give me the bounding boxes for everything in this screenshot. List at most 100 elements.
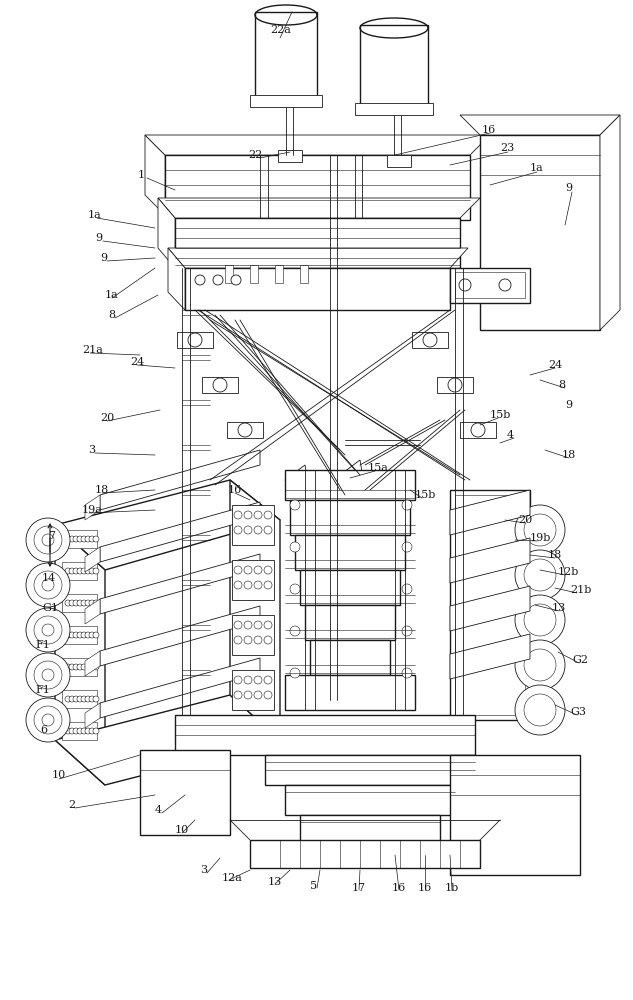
Bar (450, 490, 530, 720)
Polygon shape (55, 695, 280, 785)
Polygon shape (230, 480, 280, 740)
Bar (480, 135, 600, 330)
Text: 18: 18 (548, 550, 562, 560)
Text: 20: 20 (518, 515, 532, 525)
Bar (355, 103, 433, 115)
Circle shape (195, 275, 205, 285)
Circle shape (89, 568, 95, 574)
Circle shape (524, 604, 556, 636)
Bar (455, 495, 525, 715)
Circle shape (65, 696, 71, 702)
Circle shape (42, 714, 54, 726)
Polygon shape (100, 502, 260, 562)
Circle shape (290, 626, 300, 636)
Bar (62, 626, 97, 644)
Circle shape (244, 526, 252, 534)
Text: F1: F1 (35, 640, 50, 650)
Circle shape (264, 636, 272, 644)
Text: 8: 8 (108, 310, 115, 320)
Circle shape (89, 600, 95, 606)
Polygon shape (100, 606, 260, 666)
Circle shape (85, 600, 91, 606)
Text: 24: 24 (548, 360, 562, 370)
Circle shape (73, 664, 79, 670)
Polygon shape (85, 703, 100, 728)
Circle shape (254, 581, 262, 589)
Text: 2: 2 (68, 800, 75, 810)
Polygon shape (460, 115, 620, 135)
Text: 5: 5 (310, 881, 317, 891)
Circle shape (81, 600, 87, 606)
Text: 18: 18 (95, 485, 110, 495)
Circle shape (26, 653, 70, 697)
Circle shape (244, 581, 252, 589)
Polygon shape (168, 248, 185, 310)
Circle shape (234, 676, 242, 684)
Bar (300, 265, 308, 283)
Bar (278, 150, 302, 162)
Bar (285, 785, 455, 815)
Circle shape (93, 536, 99, 542)
Circle shape (34, 526, 62, 554)
Bar (232, 670, 274, 710)
Circle shape (89, 728, 95, 734)
Circle shape (238, 423, 252, 437)
Bar (250, 840, 480, 868)
Text: 21a: 21a (82, 345, 103, 355)
Text: 10: 10 (52, 770, 66, 780)
Circle shape (81, 568, 87, 574)
Circle shape (244, 691, 252, 699)
Circle shape (26, 563, 70, 607)
Circle shape (26, 518, 70, 562)
Text: 18: 18 (562, 450, 576, 460)
Circle shape (73, 568, 79, 574)
Bar (232, 615, 274, 655)
Circle shape (290, 500, 300, 510)
Bar (300, 815, 440, 845)
Bar (62, 722, 97, 740)
Circle shape (69, 728, 75, 734)
Text: 4: 4 (155, 805, 162, 815)
Polygon shape (85, 495, 100, 520)
Circle shape (85, 696, 91, 702)
Circle shape (448, 378, 462, 392)
Circle shape (85, 728, 91, 734)
Text: 4: 4 (507, 430, 514, 440)
Circle shape (213, 378, 227, 392)
Bar (175, 218, 460, 268)
Text: 17: 17 (352, 883, 366, 893)
Polygon shape (285, 465, 310, 495)
Polygon shape (600, 115, 620, 330)
Polygon shape (450, 538, 530, 583)
Circle shape (34, 661, 62, 689)
Circle shape (26, 698, 70, 742)
Text: 22: 22 (248, 150, 262, 160)
Circle shape (69, 568, 75, 574)
Circle shape (524, 649, 556, 681)
Polygon shape (85, 599, 100, 624)
Circle shape (244, 621, 252, 629)
Bar (437, 377, 473, 393)
Circle shape (65, 728, 71, 734)
Circle shape (524, 694, 556, 726)
Text: 9: 9 (95, 233, 102, 243)
Text: F1: F1 (35, 685, 50, 695)
Polygon shape (145, 135, 165, 215)
Circle shape (231, 275, 241, 285)
Text: 19b: 19b (530, 533, 551, 543)
Circle shape (254, 566, 262, 574)
Circle shape (254, 676, 262, 684)
Circle shape (264, 581, 272, 589)
Circle shape (85, 632, 91, 638)
Circle shape (69, 664, 75, 670)
Polygon shape (100, 658, 260, 718)
Circle shape (213, 275, 223, 285)
Circle shape (93, 696, 99, 702)
Circle shape (93, 568, 99, 574)
Circle shape (73, 600, 79, 606)
Polygon shape (145, 135, 490, 155)
Text: 16: 16 (392, 883, 406, 893)
Text: G2: G2 (572, 655, 588, 665)
Circle shape (69, 632, 75, 638)
Circle shape (244, 676, 252, 684)
